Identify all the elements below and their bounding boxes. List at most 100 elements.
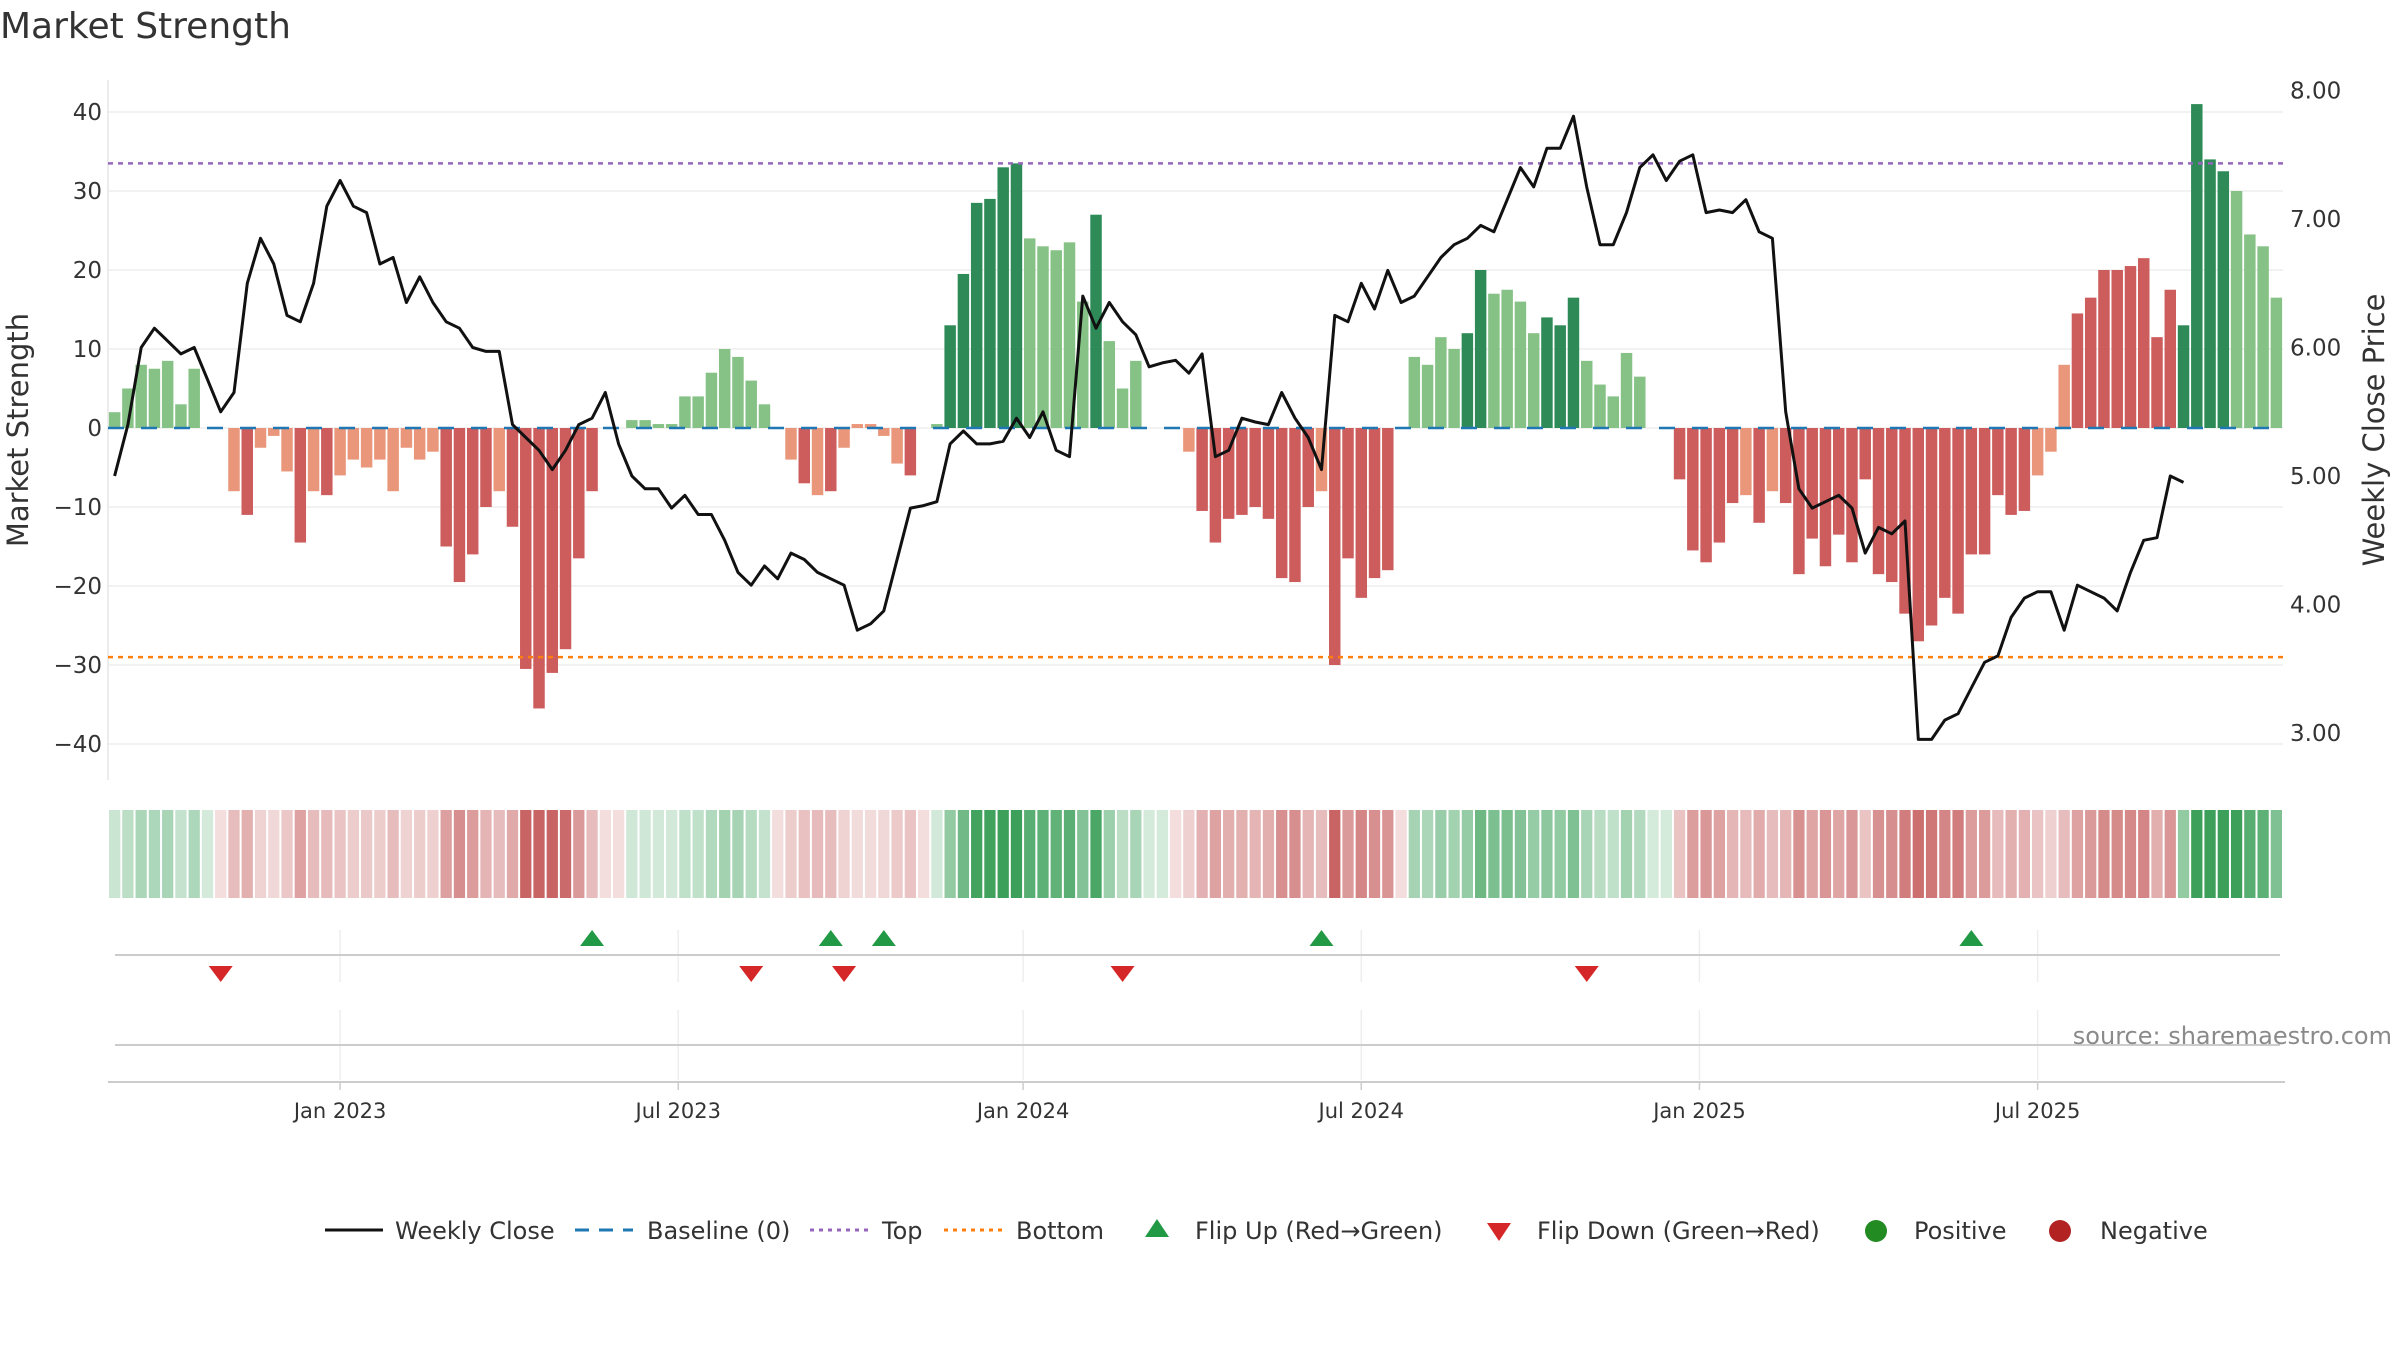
strength-bar [334, 428, 346, 476]
strength-bar [520, 428, 532, 669]
legend-top[interactable]: Top [810, 1217, 923, 1245]
strength-bar [387, 428, 399, 492]
band-cell [148, 810, 161, 898]
strength-bar [546, 428, 559, 673]
band-cell [997, 810, 1009, 898]
band-cell [2085, 810, 2097, 898]
strength-bar [413, 428, 426, 460]
legend-flip-down[interactable]: Flip Down (Green→Red) [1487, 1217, 1820, 1245]
strength-bar [665, 424, 678, 428]
band-cell [1607, 810, 1619, 898]
strength-bar [1103, 341, 1116, 428]
strength-bar [1116, 388, 1129, 428]
band-cell [1939, 810, 1951, 898]
strength-bar [108, 412, 121, 428]
strength-bar [1249, 428, 1261, 507]
band-cell [1766, 810, 1779, 898]
band-cell [2270, 810, 2282, 898]
strength-bar [294, 428, 307, 543]
band-cell [1925, 810, 1938, 898]
band-cell [1700, 810, 1712, 898]
strength-bar [2191, 104, 2203, 428]
legend-label: Positive [1914, 1217, 2007, 1245]
strength-bar [2031, 428, 2044, 476]
flip-markers [208, 930, 1984, 982]
band-cell [347, 810, 359, 898]
strength-bar [1859, 428, 1871, 480]
strength-bar [2084, 297, 2097, 428]
strength-bar [1806, 428, 1818, 539]
legend: Weekly Close Baseline (0) Top Bottom Fli… [325, 1217, 2208, 1245]
strength-bar [1952, 428, 1964, 614]
strength-bar [1355, 428, 1368, 598]
legend-weekly-close[interactable]: Weekly Close [325, 1217, 555, 1245]
band-cell [679, 810, 691, 898]
strength-bar [1329, 428, 1341, 665]
flip-down-marker [832, 966, 857, 982]
band-cell [400, 810, 413, 898]
strength-bar [1037, 246, 1049, 428]
band-cell [493, 810, 505, 898]
strength-bar [321, 428, 333, 496]
band-cell [2032, 810, 2044, 898]
strength-bar [1673, 428, 1686, 480]
band-cell [1090, 810, 1102, 898]
band-cell [1461, 810, 1474, 898]
band-cell [307, 810, 320, 898]
strength-bar [1222, 428, 1235, 519]
legend-negative[interactable]: Negative [2049, 1217, 2208, 1245]
strength-bar [2257, 246, 2269, 428]
flip-down-marker [739, 966, 764, 982]
strength-bar [1196, 428, 1208, 511]
band-cell [1103, 810, 1115, 898]
band-cell [387, 810, 399, 898]
band-cell [692, 810, 704, 898]
legend-baseline[interactable]: Baseline (0) [575, 1217, 790, 1245]
band-cell [1368, 810, 1381, 898]
strength-bar [1620, 352, 1633, 428]
band-cell [732, 810, 744, 898]
strength-bar [1368, 428, 1381, 579]
strength-bar [1978, 428, 1991, 555]
strength-bar [175, 404, 187, 428]
strength-bar [1912, 428, 1925, 642]
flip-up-marker [871, 930, 896, 946]
x-tick-label: Jan 2025 [1651, 1099, 1746, 1123]
band-cell [931, 810, 943, 898]
strength-bar [705, 372, 718, 428]
band-cell [1541, 810, 1553, 898]
legend-flip-up[interactable]: Flip Up (Red→Green) [1145, 1217, 1443, 1245]
triangle-up-icon [1145, 1219, 1169, 1237]
band-cell [2164, 810, 2176, 898]
right-tick-label: 7.00 [2290, 207, 2341, 233]
band-cell [1713, 810, 1725, 898]
strength-bar [586, 428, 598, 492]
band-cell [427, 810, 439, 898]
legend-positive[interactable]: Positive [1865, 1217, 2007, 1245]
x-tick-label: Jan 2024 [975, 1099, 1070, 1123]
band-cell [1978, 810, 1991, 898]
left-tick-label: −20 [53, 574, 102, 600]
chart-title: Market Strength [0, 6, 291, 47]
band-cell [1581, 810, 1593, 898]
legend-bottom[interactable]: Bottom [944, 1217, 1104, 1245]
strength-bar [1846, 428, 1858, 563]
band-cell [984, 810, 996, 898]
band-cell [1620, 810, 1633, 898]
strength-bar [745, 380, 757, 428]
band-cell [1594, 810, 1606, 898]
band-cell [2151, 810, 2163, 898]
band-cell [215, 810, 227, 898]
strength-bar [1501, 289, 1513, 428]
band-cell [666, 810, 678, 898]
band-cell [1872, 810, 1885, 898]
band-cell [135, 810, 147, 898]
strength-bar [1050, 250, 1062, 428]
strength-bar [2058, 364, 2070, 428]
band-cell [1421, 810, 1434, 898]
band-cell [1687, 810, 1699, 898]
strength-bar [161, 360, 174, 428]
band-cell [864, 810, 877, 898]
band-cell [971, 810, 983, 898]
band-cell [2045, 810, 2057, 898]
